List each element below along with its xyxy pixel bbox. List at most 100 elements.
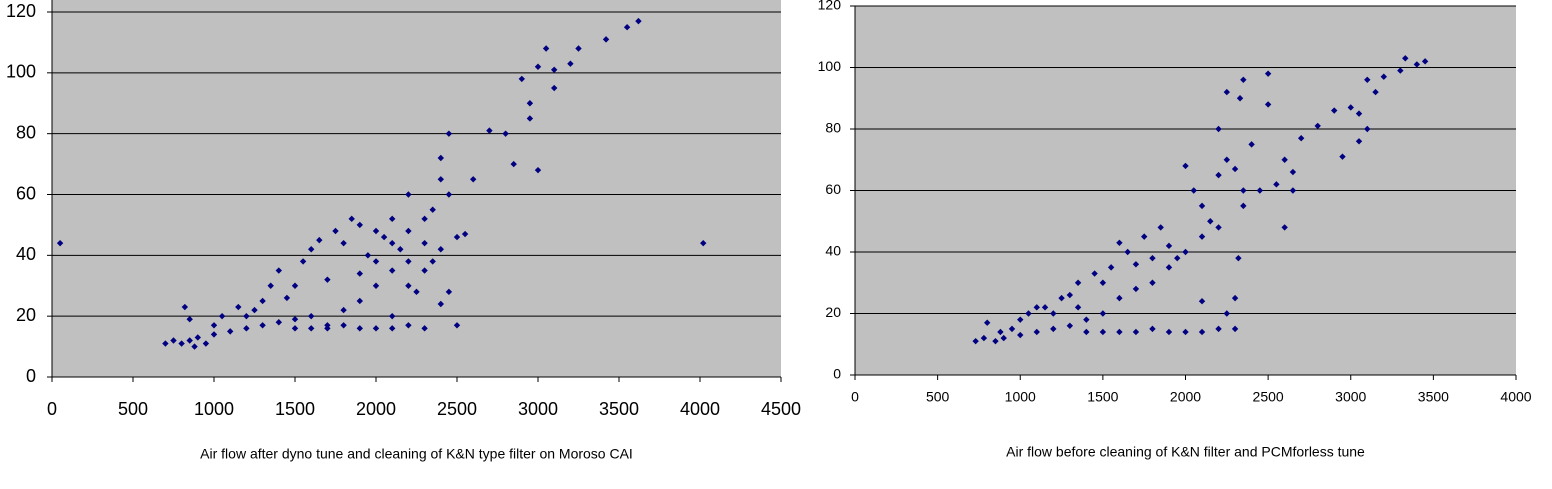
data-point — [1215, 224, 1222, 231]
data-point — [1066, 322, 1074, 329]
data-point — [575, 45, 582, 52]
x-tick-label: 2000 — [1170, 389, 1201, 405]
data-point — [356, 270, 363, 277]
data-point — [1074, 279, 1082, 286]
data-point — [518, 75, 525, 83]
data-point — [1190, 187, 1197, 194]
data-point — [405, 258, 412, 265]
data-point — [1116, 328, 1123, 336]
data-point — [340, 239, 347, 247]
data-point — [972, 337, 979, 345]
data-point — [162, 340, 169, 347]
data-point — [251, 306, 258, 314]
data-point — [567, 60, 574, 67]
y-tick-label: 20 — [16, 305, 36, 325]
y-tick-label: 80 — [16, 122, 36, 142]
data-point — [1256, 187, 1264, 194]
x-tick-label: 1000 — [194, 399, 234, 419]
data-point — [1240, 202, 1247, 210]
data-point — [526, 115, 534, 122]
data-point — [486, 127, 493, 134]
y-tick-label: 0 — [26, 366, 36, 386]
data-point — [308, 312, 315, 320]
data-point — [437, 300, 444, 308]
data-point — [1174, 254, 1181, 262]
data-point — [1083, 328, 1090, 336]
y-tick-label: 60 — [16, 183, 36, 203]
x-tick-label: 0 — [851, 389, 859, 405]
data-point — [324, 325, 331, 332]
data-point — [243, 325, 250, 332]
data-point — [1165, 264, 1173, 271]
data-point — [1273, 181, 1280, 188]
data-point — [1083, 316, 1090, 323]
data-point — [992, 337, 999, 345]
data-point — [340, 306, 347, 314]
data-point — [181, 303, 189, 311]
data-point — [227, 328, 234, 335]
data-point — [1008, 325, 1016, 333]
data-point — [202, 340, 210, 347]
data-point — [218, 312, 226, 320]
data-point — [364, 252, 372, 259]
data-point — [1066, 291, 1074, 299]
data-point — [405, 227, 412, 235]
data-point — [389, 325, 396, 332]
data-point — [259, 322, 266, 329]
data-point — [405, 282, 412, 289]
data-point — [1223, 88, 1231, 96]
x-tick-label: 1000 — [1005, 389, 1036, 405]
data-point — [1198, 202, 1206, 210]
data-point — [1041, 304, 1049, 311]
data-point — [1149, 325, 1156, 333]
data-point — [1099, 328, 1107, 336]
data-point — [453, 322, 461, 329]
data-point — [1297, 135, 1305, 142]
data-point — [437, 176, 444, 183]
data-point — [1281, 156, 1288, 163]
data-point — [210, 322, 218, 329]
x-axis-label: Air flow after dyno tune and cleaning of… — [200, 446, 633, 462]
data-point — [1240, 187, 1247, 194]
data-point — [551, 66, 558, 73]
data-point — [542, 45, 550, 52]
data-point — [1402, 55, 1409, 62]
data-point — [299, 258, 307, 265]
data-point — [1149, 254, 1156, 262]
data-point — [1124, 248, 1131, 256]
data-point — [1339, 153, 1346, 160]
data-point — [623, 24, 631, 31]
data-point — [997, 328, 1004, 336]
data-point — [980, 334, 988, 342]
data-point — [1025, 310, 1032, 317]
data-point — [421, 267, 428, 274]
data-point — [380, 233, 388, 241]
data-point — [1264, 70, 1272, 77]
x-tick-label: 4500 — [761, 399, 801, 419]
data-point — [372, 325, 380, 332]
data-point — [1215, 325, 1222, 333]
data-point — [1050, 310, 1057, 317]
data-point — [510, 160, 517, 168]
data-point — [429, 206, 436, 213]
data-point — [1223, 156, 1231, 163]
data-point — [397, 246, 404, 253]
y-tick-label: 80 — [825, 120, 841, 136]
data-point — [1421, 58, 1429, 65]
data-point — [1107, 264, 1115, 271]
data-point — [1347, 104, 1354, 111]
y-tick-label: 120 — [6, 1, 36, 21]
data-point — [1236, 95, 1244, 102]
data-point — [1182, 328, 1189, 336]
data-point — [1091, 270, 1098, 277]
data-point — [275, 267, 282, 274]
data-point — [372, 258, 380, 265]
data-point — [1235, 254, 1242, 262]
data-point — [267, 282, 274, 289]
data-point — [461, 230, 469, 238]
x-tick-label: 0 — [47, 399, 57, 419]
x-tick-label: 4000 — [1500, 389, 1531, 405]
data-point — [635, 17, 642, 25]
data-point — [437, 246, 444, 253]
data-point — [445, 288, 453, 296]
